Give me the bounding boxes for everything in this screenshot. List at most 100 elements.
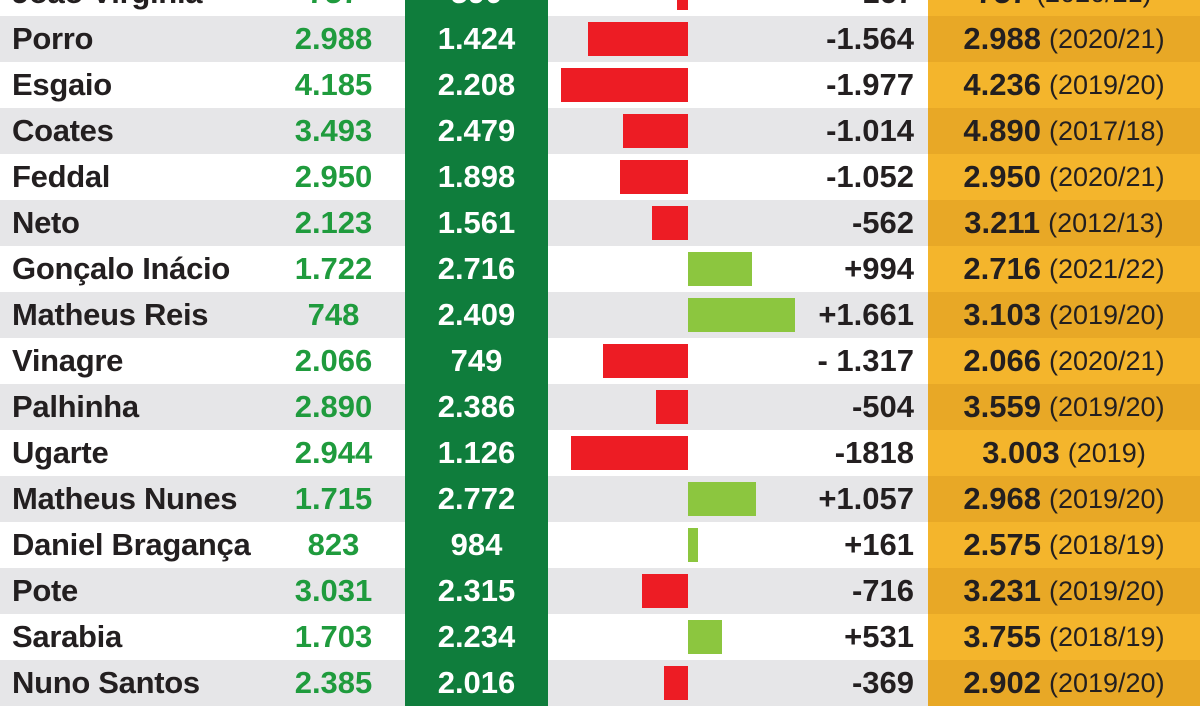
current-value: 2.772 xyxy=(405,476,548,522)
previous-value: 1.703 xyxy=(294,619,373,654)
difference-bar-cell xyxy=(548,384,808,430)
best-season: (2019/20) xyxy=(1048,391,1165,422)
difference-bar-cell xyxy=(548,62,808,108)
previous-value: 2.123 xyxy=(294,205,373,240)
previous-value: 2.066 xyxy=(294,343,373,378)
best-value: 3.211 xyxy=(964,205,1041,240)
difference-bar-cell xyxy=(548,430,808,476)
difference-bar-cell xyxy=(548,476,808,522)
table-row: Daniel Bragança 823 984 +161 2.575 (2018/19) xyxy=(0,522,1200,568)
previous-value: 757 xyxy=(262,0,405,16)
table-row: Matheus Nunes 1.715 2.772 +1.057 2.968 (2019/… xyxy=(0,476,1200,522)
difference-bar-cell xyxy=(548,292,808,338)
difference-bar-positive xyxy=(688,298,795,332)
best-record: 3.755 (2018/19) xyxy=(928,614,1200,660)
difference-bar-cell xyxy=(548,16,808,62)
table-row: Esgaio 4.185 2.208 -1.977 4.236 (2019/20) xyxy=(0,62,1200,108)
difference-bar-positive xyxy=(688,528,699,562)
player-name: Neto xyxy=(12,205,80,240)
current-value: 2.208 xyxy=(405,62,548,108)
best-record: 4.236 (2019/20) xyxy=(928,62,1200,108)
best-season: (2018/19) xyxy=(1048,621,1165,652)
best-record: 2.716 (2021/22) xyxy=(928,246,1200,292)
best-record: 3.103 (2019/20) xyxy=(928,292,1200,338)
difference-value: +994 xyxy=(844,251,914,286)
table-row: Feddal 2.950 1.898 -1.052 2.950 (2020/21) xyxy=(0,154,1200,200)
difference-bar-cell xyxy=(548,614,808,660)
best-record: 2.988 (2020/21) xyxy=(928,16,1200,62)
best-value: 2.988 xyxy=(963,21,1041,56)
difference-bar-negative xyxy=(677,0,688,10)
best-record: 3.211 (2012/13) xyxy=(928,200,1200,246)
difference-bar-negative xyxy=(655,390,688,424)
difference-value: -562 xyxy=(851,205,914,240)
previous-value: 2.385 xyxy=(294,665,373,700)
difference-bar-cell xyxy=(548,200,808,246)
player-name: Ugarte xyxy=(12,435,109,470)
table-row: João Virgínia757590-167757(2020/21) xyxy=(0,0,1200,16)
difference-value: -1.564 xyxy=(826,21,914,56)
difference-bar-negative xyxy=(603,344,688,378)
player-name: Matheus Reis xyxy=(12,297,209,332)
difference-value: -1818 xyxy=(834,435,914,470)
previous-value: 1.715 xyxy=(294,481,373,516)
table-row: Neto 2.123 1.561 -562 3.211 (2012/13) xyxy=(0,200,1200,246)
difference-bar-cell xyxy=(548,154,808,200)
best-record: 2.575 (2018/19) xyxy=(928,522,1200,568)
player-name: Coates xyxy=(12,113,114,148)
best-season: (2019) xyxy=(1067,437,1146,468)
best-value: 3.559 xyxy=(963,389,1041,424)
difference-value: -167 xyxy=(808,0,920,16)
current-value: 2.386 xyxy=(405,384,548,430)
current-value: 590 xyxy=(405,0,548,16)
current-value: 2.016 xyxy=(405,660,548,706)
best-record: 3.003 (2019) xyxy=(928,430,1200,476)
difference-value: -1.014 xyxy=(826,113,914,148)
current-value: 749 xyxy=(405,338,548,384)
player-name: Palhinha xyxy=(12,389,139,424)
difference-bar-negative xyxy=(587,22,688,56)
best-value: 4.236 xyxy=(963,67,1041,102)
table-row: Ugarte 2.944 1.126 -1818 3.003 (2019) xyxy=(0,430,1200,476)
table-row: Coates 3.493 2.479 -1.014 4.890 (2017/18) xyxy=(0,108,1200,154)
best-season: (2019/20) xyxy=(1048,483,1165,514)
difference-value: +1.661 xyxy=(818,297,914,332)
current-value: 1.126 xyxy=(405,430,548,476)
best-record: 3.231 (2019/20) xyxy=(928,568,1200,614)
difference-value: -1.052 xyxy=(826,159,914,194)
player-name: Gonçalo Inácio xyxy=(12,251,231,286)
current-value: 1.898 xyxy=(405,154,548,200)
best-record: 2.066 (2020/21) xyxy=(928,338,1200,384)
player-name: Feddal xyxy=(12,159,111,194)
difference-bar-positive xyxy=(688,620,723,654)
best-value: 4.890 xyxy=(963,113,1041,148)
difference-bar-cell xyxy=(548,0,808,16)
current-value: 984 xyxy=(405,522,548,568)
best-value: 2.950 xyxy=(963,159,1041,194)
difference-value: +161 xyxy=(844,527,914,562)
current-value: 2.234 xyxy=(405,614,548,660)
best-season: (2019/20) xyxy=(1048,299,1165,330)
difference-bar-cell xyxy=(548,108,808,154)
player-name: Porro xyxy=(12,21,94,56)
difference-value: +531 xyxy=(844,619,914,654)
best-season: (2019/20) xyxy=(1048,69,1165,100)
player-name: Sarabia xyxy=(12,619,122,654)
best-season: (2020/21) xyxy=(1036,0,1152,9)
player-name: Pote xyxy=(12,573,78,608)
difference-bar-negative xyxy=(642,574,688,608)
current-value: 2.409 xyxy=(405,292,548,338)
player-name: Matheus Nunes xyxy=(12,481,238,516)
previous-value: 3.493 xyxy=(294,113,373,148)
player-name: Vinagre xyxy=(12,343,124,378)
player-name: Esgaio xyxy=(12,67,112,102)
previous-value: 2.944 xyxy=(294,435,373,470)
difference-bar-negative xyxy=(620,160,688,194)
best-value: 3.755 xyxy=(963,619,1041,654)
best-value: 2.575 xyxy=(963,527,1041,562)
current-value: 2.716 xyxy=(405,246,548,292)
current-value: 1.424 xyxy=(405,16,548,62)
difference-bar-negative xyxy=(561,68,688,102)
current-value: 2.479 xyxy=(405,108,548,154)
